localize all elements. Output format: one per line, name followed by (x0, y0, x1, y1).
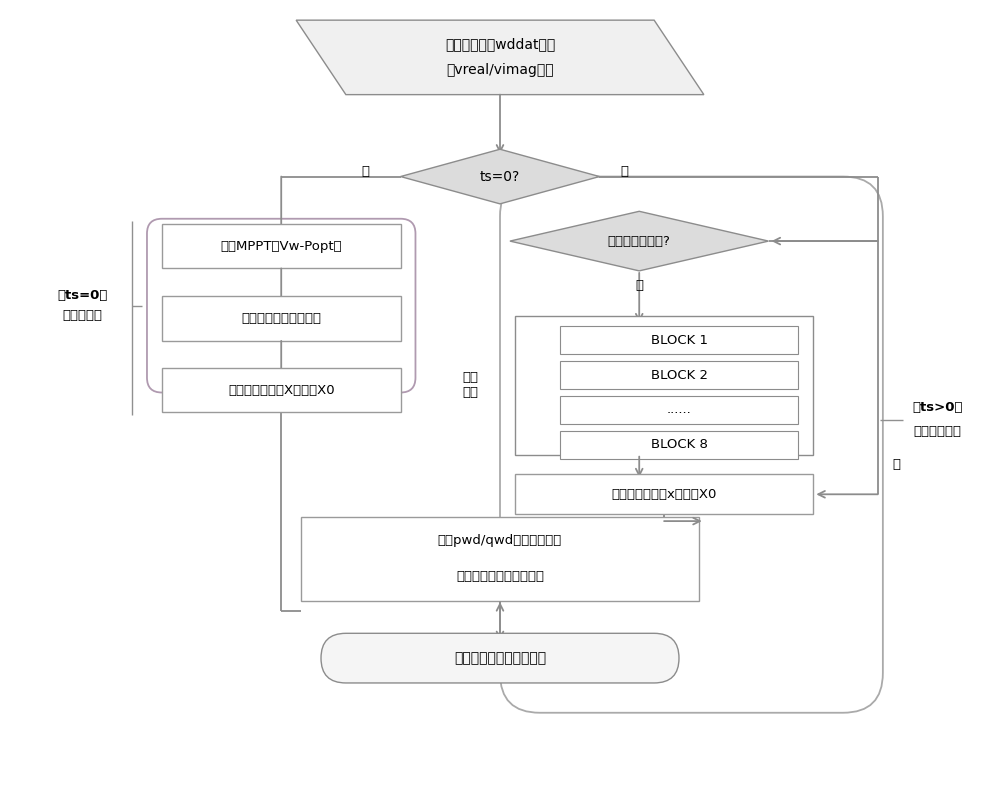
FancyBboxPatch shape (321, 634, 679, 683)
Bar (515, 315, 813, 454)
Text: 【ts>0】: 【ts>0】 (912, 401, 963, 415)
Bar (515, 475, 813, 514)
Bar (162, 367, 401, 412)
Text: BLOCK 1: BLOCK 1 (651, 334, 708, 347)
Bar (301, 517, 699, 601)
Text: 和vreal/vimag电压: 和vreal/vimag电压 (446, 63, 554, 77)
Bar (162, 224, 401, 269)
Bar (560, 361, 798, 389)
Text: BLOCK 2: BLOCK 2 (651, 369, 708, 382)
Text: 初始化阶段: 初始化阶段 (62, 309, 102, 322)
Text: 是: 是 (362, 165, 370, 178)
Bar (162, 296, 401, 340)
Text: 数值
积分: 数值 积分 (462, 371, 478, 399)
Text: BLOCK 8: BLOCK 8 (651, 438, 707, 451)
Bar (560, 396, 798, 423)
Text: 建立MPPT的Vw-Popt表: 建立MPPT的Vw-Popt表 (220, 239, 342, 253)
Bar (560, 431, 798, 458)
Text: 输出主要变量到日志文件: 输出主要变量到日志文件 (456, 570, 544, 583)
Text: 完成一个大步长?: 完成一个大步长? (608, 235, 671, 247)
Text: 否: 否 (620, 165, 628, 178)
Text: ts=0?: ts=0? (480, 170, 520, 183)
Polygon shape (296, 21, 704, 95)
Text: 将当前状态变量x保存为X0: 将当前状态变量x保存为X0 (611, 487, 717, 501)
Text: 否: 否 (635, 280, 643, 292)
Polygon shape (401, 149, 599, 204)
Text: 【ts=0】: 【ts=0】 (57, 289, 108, 303)
Text: ......: ...... (667, 404, 691, 416)
Polygon shape (510, 211, 769, 271)
Text: 计算各个模块初始状态: 计算各个模块初始状态 (241, 312, 321, 325)
Text: 数值求解阶段: 数值求解阶段 (914, 425, 962, 438)
Text: 从主程序读取wddat参数: 从主程序读取wddat参数 (445, 37, 555, 51)
Bar (560, 326, 798, 354)
Text: 输出pwd/qwd供主程序调用: 输出pwd/qwd供主程序调用 (438, 535, 562, 547)
Text: 是: 是 (893, 458, 901, 471)
Text: 将初始状态变量X保存为X0: 将初始状态变量X保存为X0 (228, 383, 335, 397)
Text: 返回主程序等待下次调用: 返回主程序等待下次调用 (454, 651, 546, 665)
